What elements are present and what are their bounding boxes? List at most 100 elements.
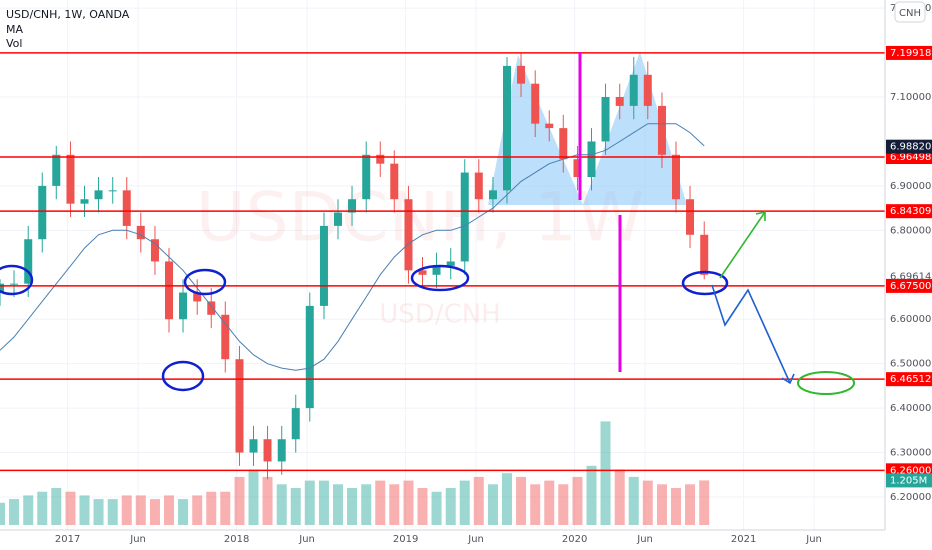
candle-body: [235, 359, 244, 453]
candle-body: [573, 159, 582, 178]
volume-bar: [290, 488, 301, 525]
candle-body: [362, 154, 371, 200]
volume-bar: [79, 495, 90, 525]
volume-bar: [614, 469, 625, 525]
level-label: 6.67500: [890, 281, 931, 292]
candle-body: [179, 292, 188, 320]
price-label: 6.98820: [890, 142, 931, 153]
volume-bar: [558, 484, 569, 525]
candle-body: [559, 128, 568, 160]
candle-body: [319, 225, 328, 306]
arrow-head: [781, 373, 795, 385]
volume-bar: [487, 484, 498, 525]
candle-body: [108, 190, 117, 192]
volume-bar: [375, 480, 386, 525]
candle-body: [305, 305, 314, 409]
volume-bar: [699, 480, 710, 525]
candle-body: [657, 105, 666, 155]
candle-body: [52, 154, 61, 186]
volume-bar: [135, 495, 146, 525]
volume-bar: [248, 469, 259, 525]
level-tag: [886, 278, 932, 293]
candle-body: [404, 199, 413, 271]
volume-bar: [51, 488, 62, 525]
candle-body: [193, 292, 202, 302]
highlight-circle: [183, 268, 227, 296]
volume-bar: [459, 480, 470, 525]
volume-bar: [403, 480, 414, 525]
volume-bar: [0, 502, 5, 525]
volume-bar: [572, 476, 583, 525]
target-circle: [797, 371, 855, 395]
volume-bar: [431, 491, 442, 525]
y-tick-label: 6.40000: [890, 403, 931, 414]
volume-bar: [628, 476, 639, 525]
candle-body: [460, 172, 469, 262]
candle-body: [348, 199, 357, 213]
candle-body: [488, 190, 497, 200]
candle-body: [531, 83, 540, 124]
highlight-circle: [410, 264, 470, 292]
arrow-head: [755, 211, 766, 221]
volume-bar: [164, 495, 174, 525]
volume-bar: [473, 476, 484, 525]
projection-arrow: [719, 211, 766, 279]
candle-body: [700, 234, 709, 275]
highlight-circle: [681, 270, 729, 296]
volume-bar: [361, 484, 372, 525]
volume-bar: [192, 495, 203, 525]
candle-body: [686, 199, 695, 235]
level-label: 6.46512: [890, 374, 931, 385]
volume-bar: [685, 484, 696, 525]
y-tick-label: 6.80000: [890, 225, 931, 236]
candle-body: [165, 261, 173, 320]
volume-tag: [886, 473, 932, 488]
candle-body: [122, 190, 131, 226]
volume-bar: [23, 495, 34, 525]
candle-body: [474, 172, 483, 200]
candle-body: [80, 199, 89, 204]
candle-body: [643, 74, 652, 106]
y-tick-label: 6.90000: [890, 181, 931, 192]
volume-bar: [516, 476, 527, 525]
x-tick-label: Jun: [636, 534, 653, 545]
volume-bar: [262, 476, 273, 525]
pattern-head: [583, 52, 687, 205]
volume-bar: [586, 465, 597, 525]
y-tick-label: 6.60000: [890, 314, 931, 325]
level-label: 6.84309: [890, 206, 931, 217]
volume-bar: [445, 488, 456, 525]
level-tag: [886, 372, 932, 387]
volume-bar: [304, 480, 315, 525]
volume-bar: [93, 499, 104, 525]
candle-body: [0, 283, 4, 293]
currency-button-label[interactable]: CNH: [899, 8, 921, 19]
volume-bar: [656, 484, 667, 525]
candle-body: [24, 239, 33, 284]
volume-bar: [502, 473, 512, 525]
candle-body: [66, 154, 75, 204]
candle-body: [672, 154, 680, 200]
x-tick-label: 2019: [393, 534, 418, 545]
level-tag: [886, 45, 932, 60]
candle-body: [587, 141, 596, 178]
candle-body: [249, 439, 258, 453]
indicator-label: MA: [6, 23, 23, 36]
volume-bar: [600, 421, 611, 525]
x-tick-label: Jun: [129, 534, 146, 545]
volume-bar: [107, 499, 118, 525]
volume-label: 1.205M: [890, 475, 927, 486]
volume-bar: [389, 484, 400, 525]
indicator-label: Vol: [6, 37, 22, 50]
volume-bar: [276, 484, 287, 525]
currency-button[interactable]: [894, 1, 926, 23]
y-tick-label: 6.30000: [890, 448, 931, 459]
candle-body: [601, 97, 610, 142]
candle-layer: [0, 52, 709, 480]
candle-body: [446, 261, 455, 266]
candle-body: [94, 190, 103, 200]
x-tick-label: Jun: [298, 534, 315, 545]
volume-bar: [417, 488, 428, 525]
y-tick-label: 6.50000: [890, 359, 931, 370]
